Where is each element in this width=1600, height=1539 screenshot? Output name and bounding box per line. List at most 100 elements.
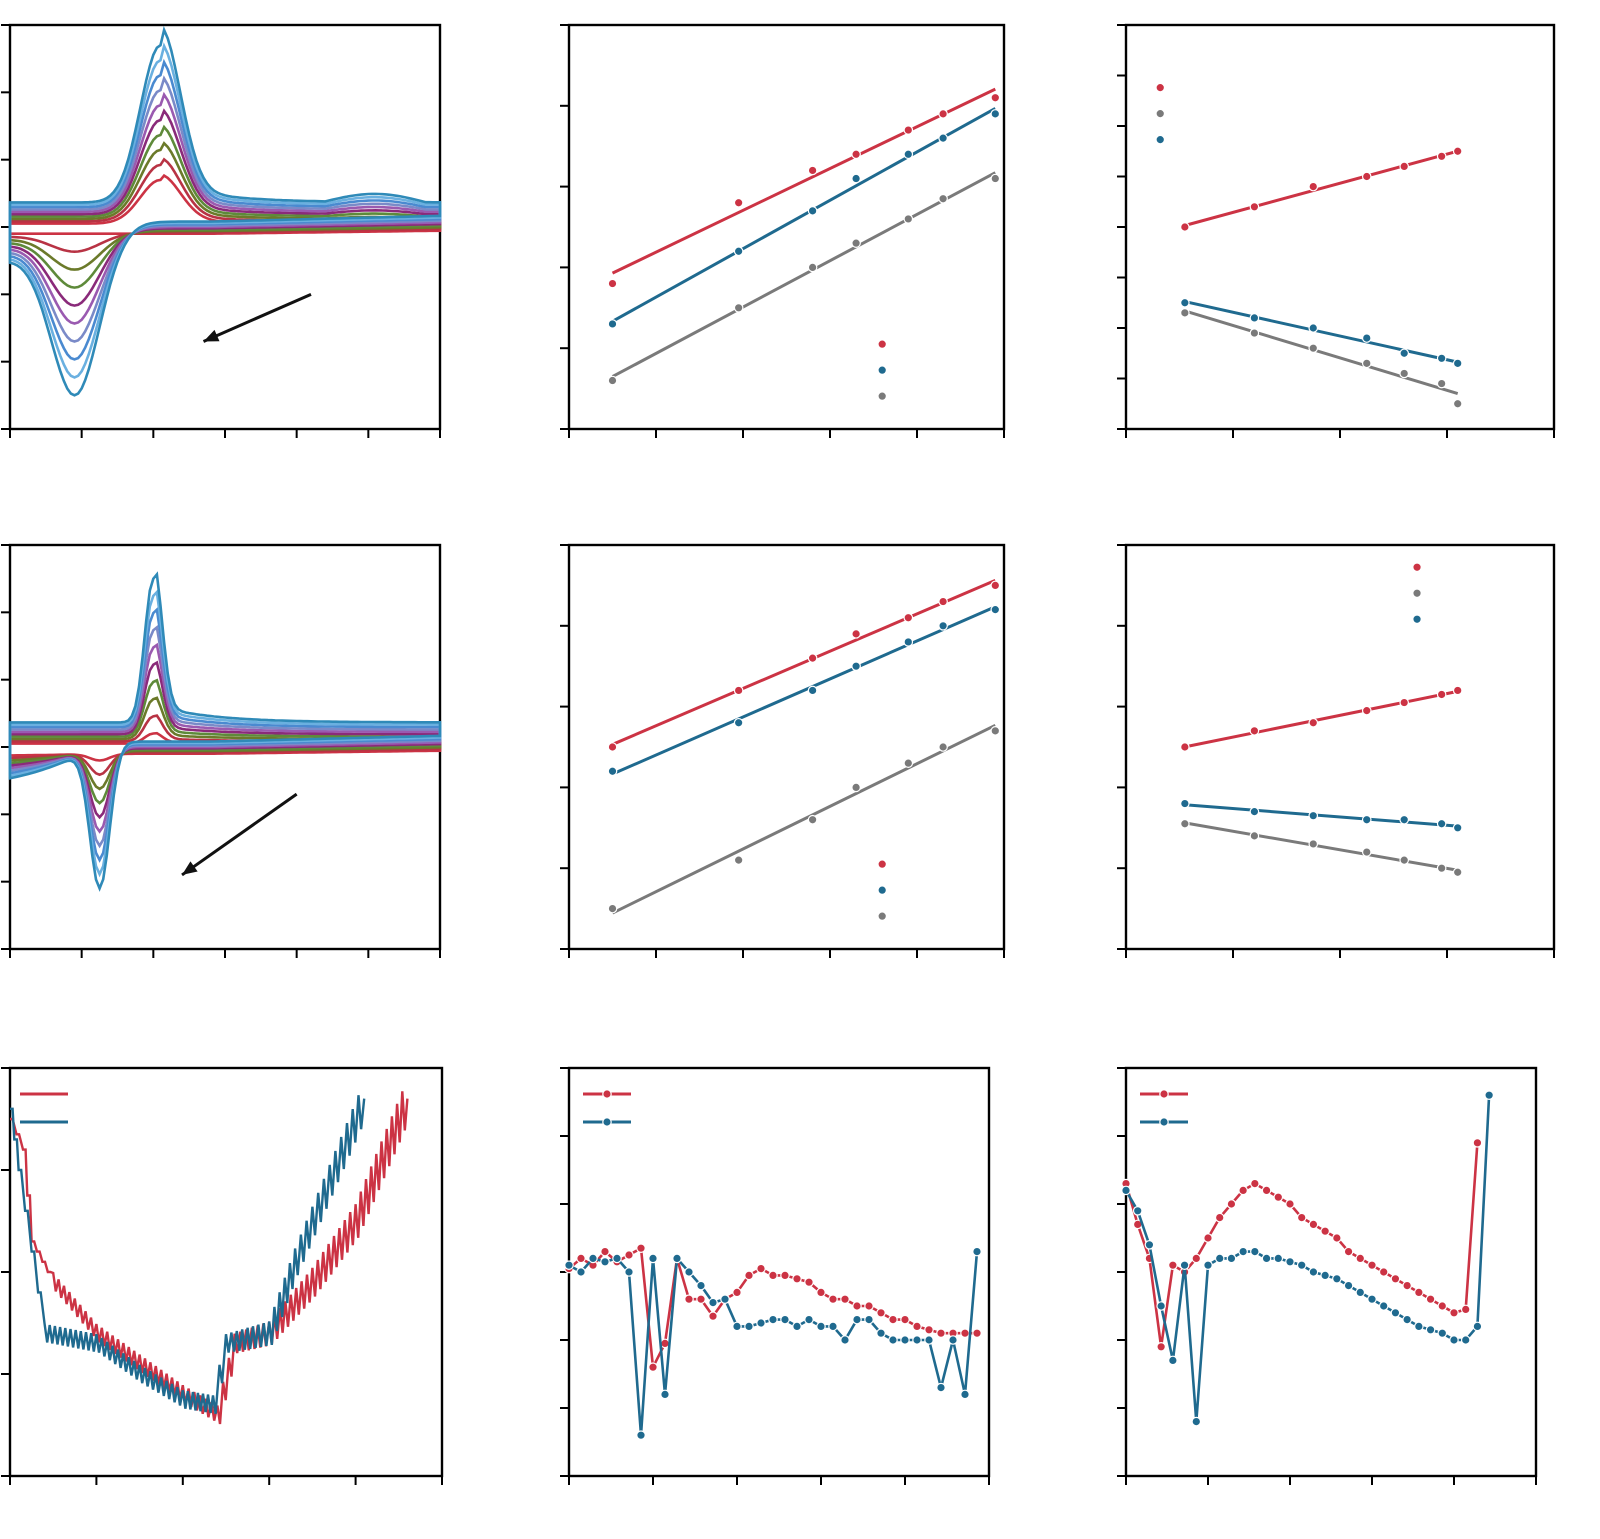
data-point-blue: [903, 149, 914, 160]
cycle-point-red: [1343, 1246, 1354, 1257]
data-point-red: [938, 109, 948, 119]
cycle-point-red: [816, 1287, 826, 1298]
cycle-point-blue: [1449, 1335, 1459, 1345]
data-point-blue: [851, 173, 861, 184]
data-point-blue: [1399, 348, 1409, 359]
cycle-point-blue: [900, 1335, 910, 1345]
cycle-point-red: [1250, 1178, 1260, 1189]
cycle-point-red: [600, 1246, 610, 1257]
legend-marker-red: [877, 339, 887, 349]
data-point-blue: [1452, 358, 1463, 369]
cycle-point-blue: [792, 1321, 802, 1332]
cycle-point-blue: [1273, 1253, 1284, 1264]
trend-arrow-line: [202, 292, 312, 343]
legend-marker-blue: [602, 1117, 612, 1127]
legend-marker-gray: [1155, 108, 1166, 119]
cycle-point-blue: [1355, 1287, 1366, 1298]
data-point-red: [1249, 202, 1260, 212]
data-point-red: [1308, 717, 1319, 728]
cycle-point-red: [1472, 1138, 1483, 1148]
linear-plot-mid-right: [1117, 543, 1556, 958]
cycle-point-red: [576, 1253, 586, 1264]
legend-marker-gray: [1412, 588, 1422, 599]
cycle-panel-bottom-mid: [560, 1066, 991, 1485]
cycle-point-blue: [660, 1389, 670, 1400]
data-point-red: [851, 629, 861, 639]
cycle-point-blue: [1343, 1280, 1354, 1291]
cycle-point-blue: [684, 1267, 694, 1277]
cycle-point-red: [1191, 1253, 1202, 1264]
fit-line-blue: [611, 107, 997, 323]
cv-panel-top: [1, 23, 442, 438]
cycle-point-red: [684, 1294, 694, 1304]
legend-marker-red: [1159, 1089, 1169, 1099]
cv-scan-4: [8, 678, 442, 805]
cycle-point-red: [624, 1250, 634, 1260]
cycle-point-blue: [1296, 1260, 1307, 1270]
cycle-point-blue: [1250, 1246, 1260, 1257]
cycle-point-blue: [732, 1321, 742, 1332]
data-point-gray: [733, 302, 744, 313]
data-point-red: [1308, 181, 1319, 192]
cycle-point-red: [1273, 1192, 1284, 1202]
cycle-point-red: [1214, 1212, 1225, 1223]
fit-line-blue: [1184, 803, 1458, 828]
data-point-gray: [903, 214, 914, 224]
cv-scan-10: [8, 25, 442, 397]
cycle-point-red: [1285, 1199, 1295, 1209]
cycle-point-red: [828, 1294, 838, 1304]
data-point-blue: [733, 717, 744, 728]
data-point-red: [1249, 726, 1260, 736]
cv-panel-middle: [1, 543, 442, 958]
fit-line-blue: [611, 605, 996, 776]
cycle-point-blue: [720, 1294, 730, 1304]
data-point-gray: [807, 814, 818, 825]
data-point-gray: [733, 855, 744, 865]
data-point-red: [607, 278, 618, 289]
data-point-blue: [851, 661, 861, 671]
data-point-blue: [607, 319, 618, 329]
cycle-point-blue: [876, 1328, 886, 1338]
cycle-point-blue: [1367, 1294, 1377, 1304]
data-point-red: [1436, 151, 1447, 162]
cycle-point-blue: [804, 1314, 814, 1325]
cycle-point-red: [960, 1328, 970, 1338]
cycle-point-red: [1460, 1304, 1471, 1315]
data-point-red: [1399, 697, 1409, 708]
cycle-point-red: [648, 1362, 658, 1372]
cycle-point-red: [804, 1277, 814, 1287]
cycle-point-red: [708, 1311, 718, 1321]
data-point-red: [733, 197, 744, 208]
trend-arrow-head: [203, 329, 220, 342]
cycle-line-red: [568, 1246, 977, 1372]
cycle-point-red: [912, 1321, 922, 1332]
cycle-point-blue: [1191, 1416, 1202, 1427]
cycle-panel-bottom-right: [1117, 1066, 1538, 1485]
cycle-point-blue: [1238, 1246, 1248, 1257]
fit-line-red: [611, 87, 996, 275]
data-point-blue: [1452, 822, 1463, 833]
cycle-point-red: [1320, 1226, 1330, 1236]
cycle-point-red: [792, 1274, 802, 1284]
cycle-point-blue: [852, 1314, 862, 1325]
cycle-point-blue: [936, 1382, 946, 1393]
data-point-red: [607, 742, 618, 752]
cycle-point-blue: [648, 1253, 658, 1264]
cycle-point-blue: [1261, 1253, 1272, 1264]
data-point-red: [1452, 685, 1463, 696]
cycle-point-blue: [708, 1297, 718, 1308]
cycle-point-blue: [828, 1321, 838, 1332]
cycle-point-red: [1414, 1287, 1424, 1298]
data-point-blue: [990, 109, 1001, 119]
cycle-point-blue: [972, 1246, 982, 1257]
data-point-blue: [1361, 814, 1372, 825]
fit-line-gray: [1184, 821, 1458, 872]
cycle-point-red: [1308, 1219, 1319, 1230]
cv-scan-1: [8, 731, 442, 762]
data-point-red: [903, 125, 914, 135]
cycle-point-red: [936, 1328, 946, 1338]
cycle-point-red: [696, 1294, 706, 1304]
cycle-point-red: [900, 1314, 910, 1325]
cycle-point-red: [768, 1270, 778, 1281]
data-point-red: [851, 149, 861, 160]
